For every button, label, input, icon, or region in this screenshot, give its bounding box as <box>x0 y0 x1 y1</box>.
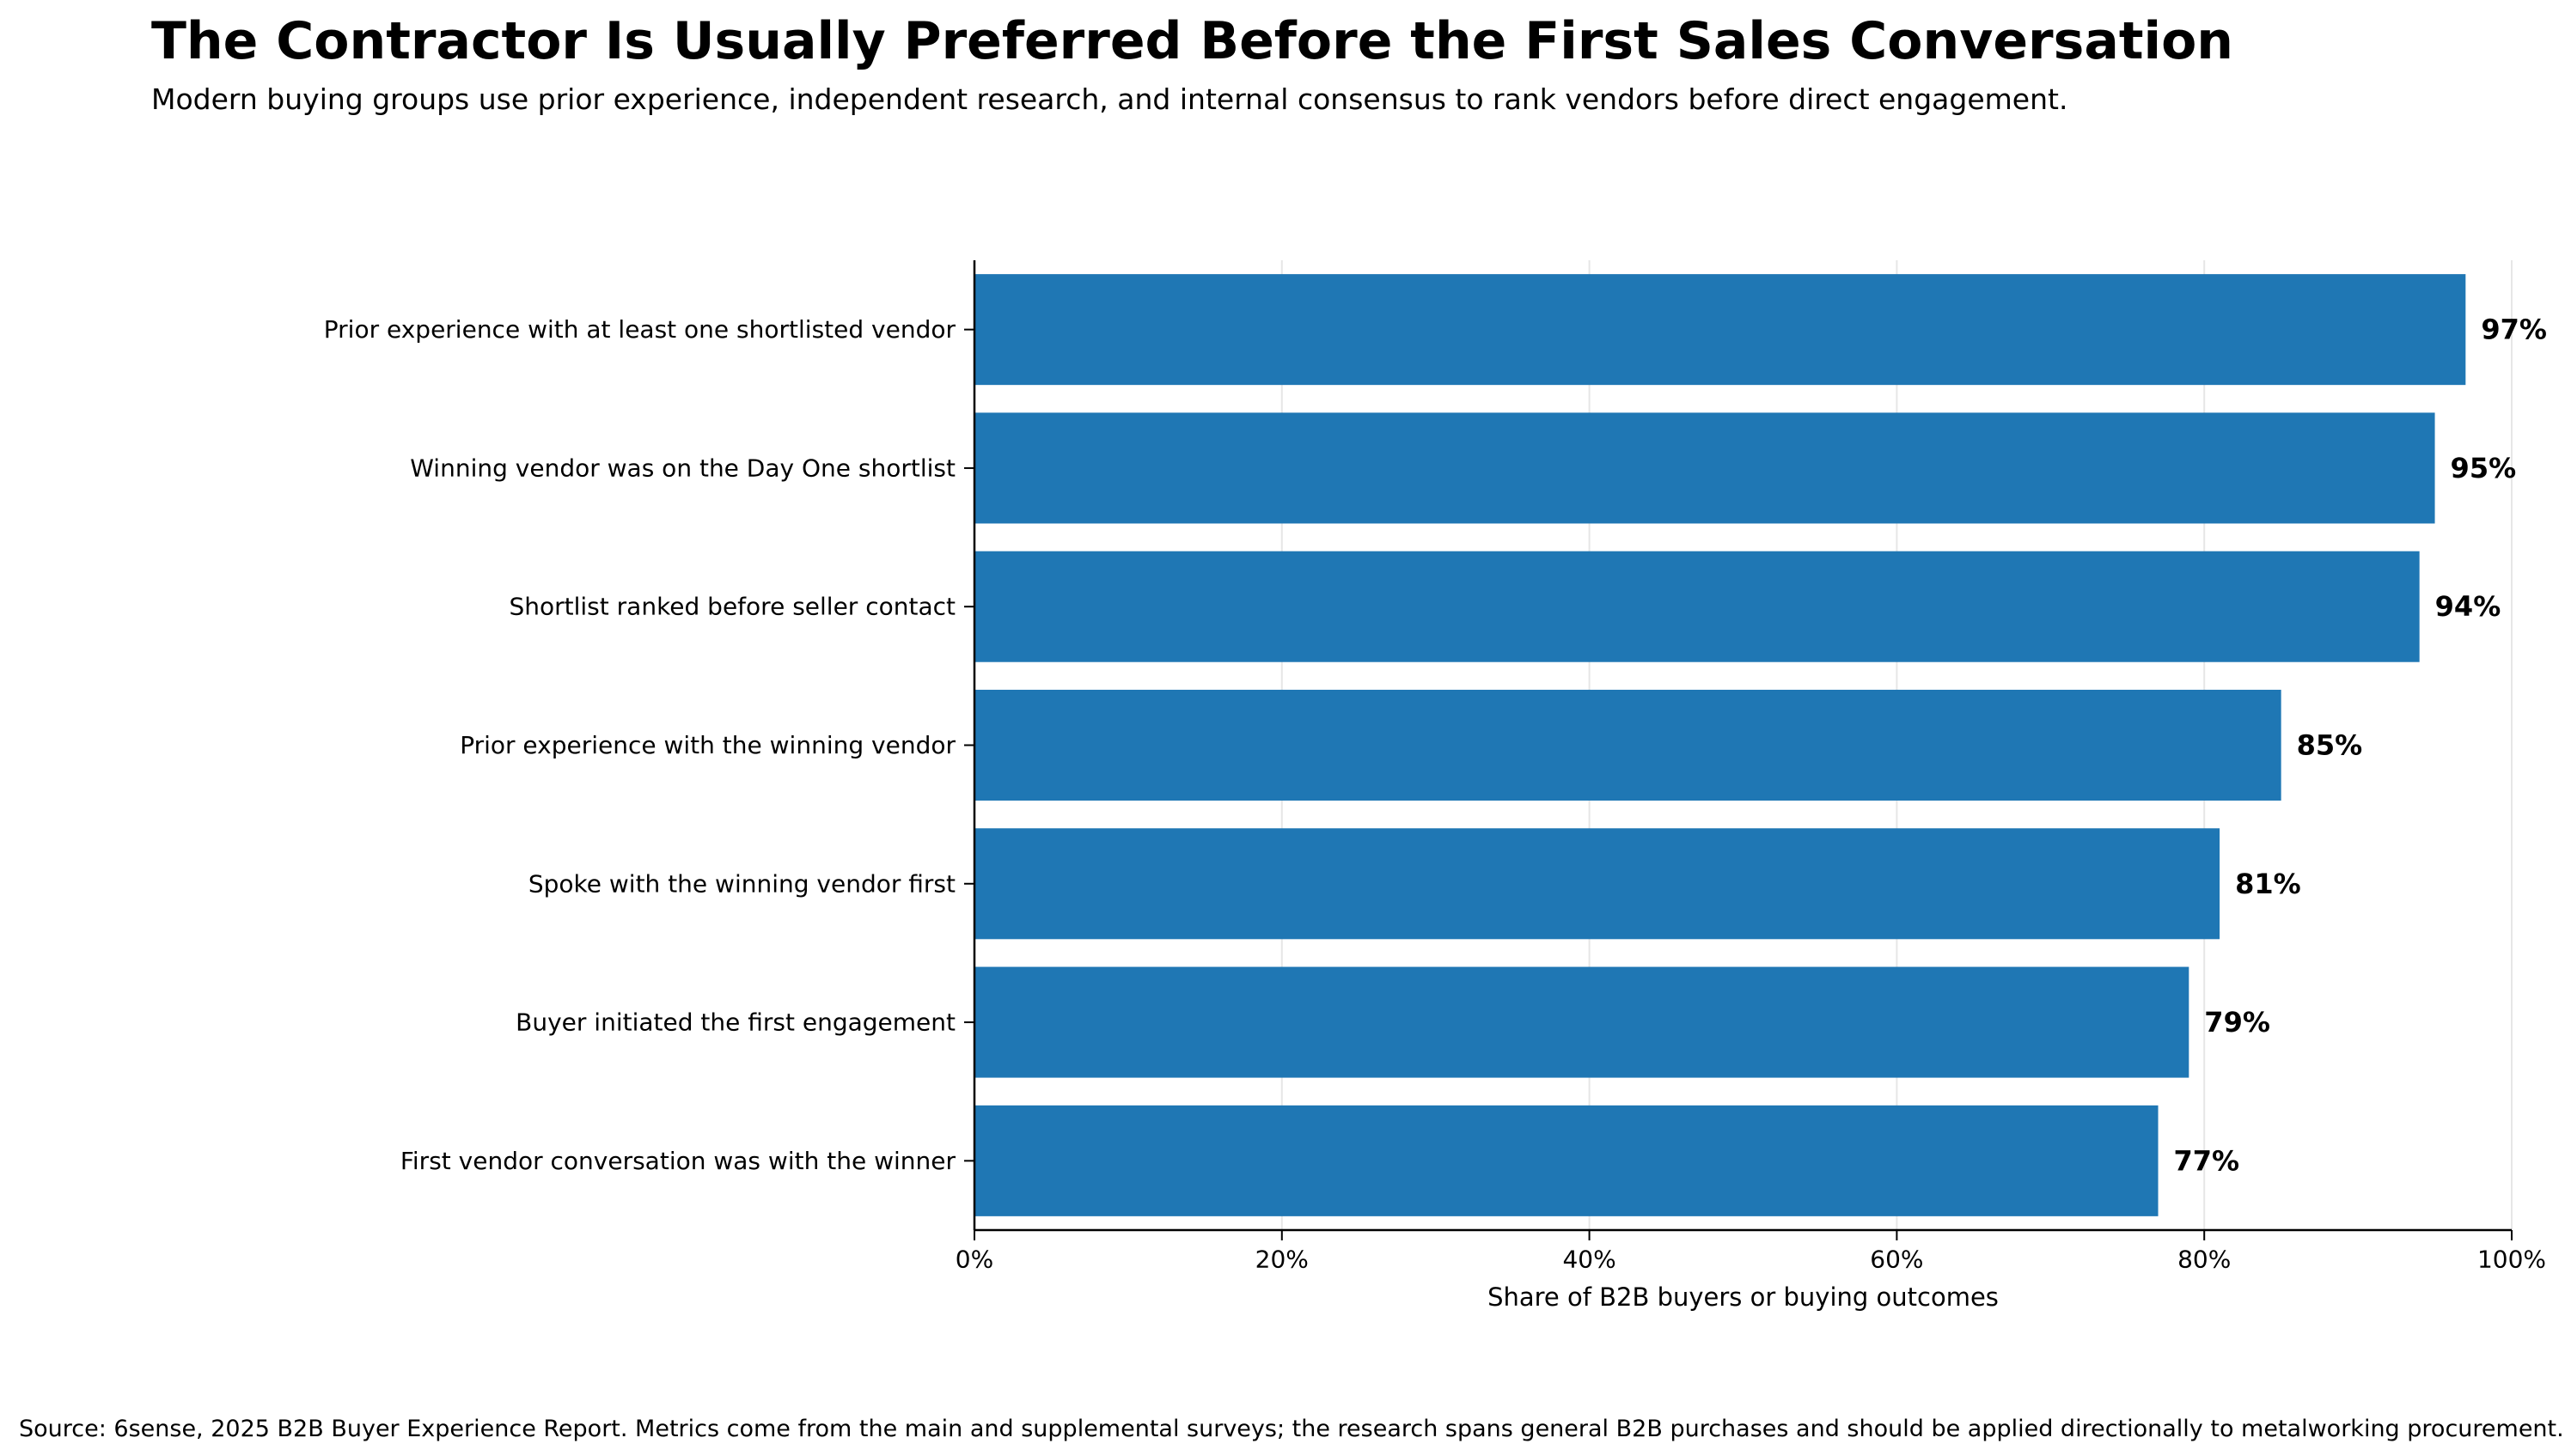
bar <box>974 689 2281 801</box>
bar <box>974 551 2420 662</box>
bar <box>974 274 2466 386</box>
category-label: Prior experience with the winning vendor <box>460 731 956 759</box>
bar <box>974 828 2220 940</box>
chart-subtitle: Modern buying groups use prior experienc… <box>151 82 2068 116</box>
x-axis-label: Share of B2B buyers or buying outcomes <box>1487 1282 1999 1312</box>
x-tick-label: 20% <box>1255 1246 1309 1274</box>
data-label: 85% <box>2297 729 2363 762</box>
axes <box>964 260 2513 1240</box>
data-label: 79% <box>2204 1006 2270 1039</box>
bars <box>974 274 2466 1216</box>
category-label: Winning vendor was on the Day One shortl… <box>410 454 956 482</box>
data-label: 94% <box>2435 590 2501 623</box>
x-tick-label: 80% <box>2177 1246 2231 1274</box>
x-tick-label: 40% <box>1562 1246 1615 1274</box>
x-tick-label: 100% <box>2477 1246 2546 1274</box>
category-label: Prior experience with at least one short… <box>324 315 956 344</box>
labels: 97% Prior experience with at least one sh… <box>324 314 2547 1312</box>
source-note: Source: 6sense, 2025 B2B Buyer Experienc… <box>19 1416 2564 1442</box>
bar <box>974 1105 2159 1216</box>
category-label: First vendor conversation was with the w… <box>400 1147 956 1175</box>
data-label: 77% <box>2174 1144 2240 1177</box>
x-tick-label: 60% <box>1870 1246 1923 1274</box>
category-label: Shortlist ranked before seller contact <box>509 593 956 621</box>
chart-title: The Contractor Is Usually Preferred Befo… <box>151 11 2233 71</box>
bar <box>974 412 2435 524</box>
category-label: Spoke with the winning vendor first <box>528 869 956 898</box>
data-label: 97% <box>2481 314 2547 346</box>
category-label: Buyer initiated the first engagement <box>516 1008 956 1037</box>
x-tick-label: 0% <box>956 1246 993 1274</box>
bar <box>974 966 2189 1078</box>
data-label: 95% <box>2451 452 2517 484</box>
data-label: 81% <box>2235 868 2301 900</box>
